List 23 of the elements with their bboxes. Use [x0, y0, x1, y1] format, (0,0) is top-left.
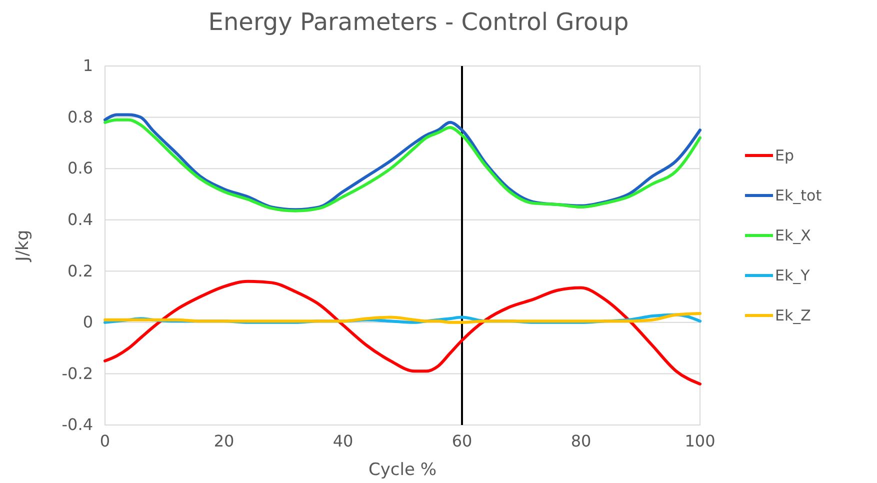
legend-label: Ek_Y [775, 266, 811, 284]
y-tick-label: 0 [82, 312, 93, 332]
x-tick-label: 60 [452, 431, 472, 450]
y-axis-title: J/kg [13, 230, 33, 262]
legend-label: Ep [775, 146, 794, 164]
legend-label: Ek_tot [775, 186, 822, 204]
x-tick-label: 80 [570, 431, 592, 450]
x-tick-label: 40 [332, 431, 354, 450]
y-tick-label: -0.4 [62, 415, 93, 434]
x-tick-label: 0 [100, 431, 110, 450]
y-tick-label: 0.8 [68, 107, 93, 126]
y-tick-label: 0.6 [68, 158, 93, 178]
legend-label: Ek_X [775, 226, 811, 244]
legend-label: Ek_Z [775, 306, 811, 324]
x-tick-label: 20 [214, 431, 234, 450]
y-tick-label: -0.2 [62, 364, 93, 383]
y-tick-label: 0.4 [68, 210, 93, 229]
x-tick-label: 100 [684, 431, 716, 450]
chart-title: Energy Parameters - Control Group [208, 8, 629, 36]
x-axis-title: Cycle % [368, 460, 437, 480]
line-series [104, 280, 702, 386]
y-tick-label: 1 [82, 56, 93, 76]
y-tick-label: 0.2 [68, 261, 93, 280]
